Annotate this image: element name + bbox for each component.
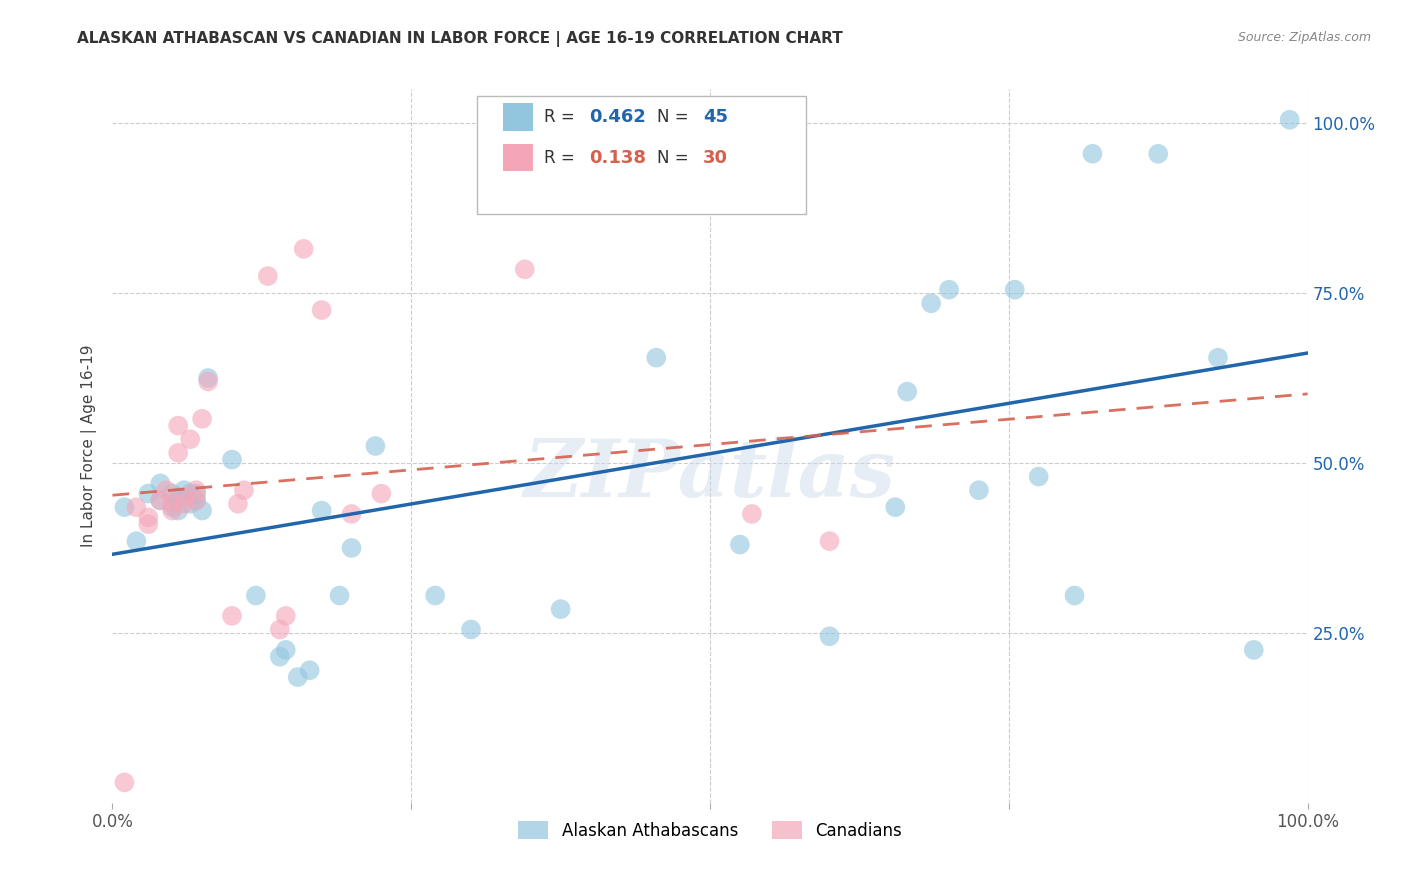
Point [1081, 146, 1104, 161]
Point [896, 384, 918, 399]
Point [728, 537, 751, 551]
Point [186, 493, 208, 508]
Point [311, 303, 333, 318]
Point [191, 503, 214, 517]
Point [162, 503, 183, 517]
Point [197, 371, 219, 385]
Text: 0.138: 0.138 [589, 149, 647, 167]
Point [162, 486, 183, 500]
FancyBboxPatch shape [503, 145, 533, 171]
Point [162, 500, 183, 515]
Text: N =: N = [658, 149, 695, 167]
Point [550, 602, 572, 616]
FancyBboxPatch shape [503, 103, 533, 130]
Point [191, 412, 214, 426]
Point [179, 432, 201, 446]
Point [329, 589, 352, 603]
Point [938, 283, 960, 297]
Point [818, 534, 841, 549]
Point [1278, 112, 1301, 127]
Point [149, 493, 172, 508]
Point [149, 476, 172, 491]
Point [298, 663, 321, 677]
Point [645, 351, 668, 365]
Point [155, 483, 177, 498]
Point [1028, 469, 1050, 483]
Point [1206, 351, 1229, 365]
Point [167, 446, 190, 460]
Text: R =: R = [544, 149, 579, 167]
Text: 45: 45 [703, 108, 728, 126]
Text: ZIPatlas: ZIPatlas [524, 436, 896, 513]
Point [186, 493, 208, 508]
Text: N =: N = [658, 108, 695, 126]
Point [1147, 146, 1170, 161]
Point [741, 507, 763, 521]
Point [125, 500, 148, 515]
Point [269, 649, 291, 664]
Point [967, 483, 990, 498]
Point [292, 242, 315, 256]
Point [221, 608, 243, 623]
Point [186, 486, 208, 500]
Legend: Alaskan Athabascans, Canadians: Alaskan Athabascans, Canadians [510, 814, 910, 848]
Point [173, 497, 195, 511]
Point [114, 775, 135, 789]
Point [138, 486, 160, 500]
Point [1004, 283, 1026, 297]
Point [311, 503, 333, 517]
FancyBboxPatch shape [477, 96, 806, 214]
Text: 0.462: 0.462 [589, 108, 647, 126]
Point [1063, 589, 1085, 603]
Point [221, 452, 243, 467]
Point [425, 589, 447, 603]
Point [233, 483, 256, 498]
Point [513, 262, 536, 277]
Point [186, 483, 208, 498]
Point [149, 493, 172, 508]
Point [370, 486, 392, 500]
Point [269, 623, 291, 637]
Point [179, 486, 201, 500]
Point [340, 507, 363, 521]
Point [257, 269, 280, 284]
Point [884, 500, 907, 515]
Point [226, 497, 249, 511]
Text: Source: ZipAtlas.com: Source: ZipAtlas.com [1237, 31, 1371, 45]
Point [364, 439, 387, 453]
Point [818, 629, 841, 643]
Point [1243, 643, 1265, 657]
Point [245, 589, 267, 603]
Point [197, 375, 219, 389]
Point [274, 608, 297, 623]
Text: 30: 30 [703, 149, 728, 167]
Point [179, 497, 201, 511]
Point [162, 497, 183, 511]
Text: R =: R = [544, 108, 579, 126]
Point [287, 670, 309, 684]
Point [920, 296, 942, 310]
Point [167, 490, 190, 504]
Point [167, 503, 190, 517]
Point [274, 643, 297, 657]
Point [460, 623, 482, 637]
Text: ALASKAN ATHABASCAN VS CANADIAN IN LABOR FORCE | AGE 16-19 CORRELATION CHART: ALASKAN ATHABASCAN VS CANADIAN IN LABOR … [77, 31, 844, 47]
Y-axis label: In Labor Force | Age 16-19: In Labor Force | Age 16-19 [80, 344, 97, 548]
Point [173, 490, 195, 504]
Point [114, 500, 135, 515]
Point [138, 510, 160, 524]
Point [167, 418, 190, 433]
Point [173, 483, 195, 498]
Point [125, 534, 148, 549]
Point [138, 517, 160, 532]
Point [340, 541, 363, 555]
